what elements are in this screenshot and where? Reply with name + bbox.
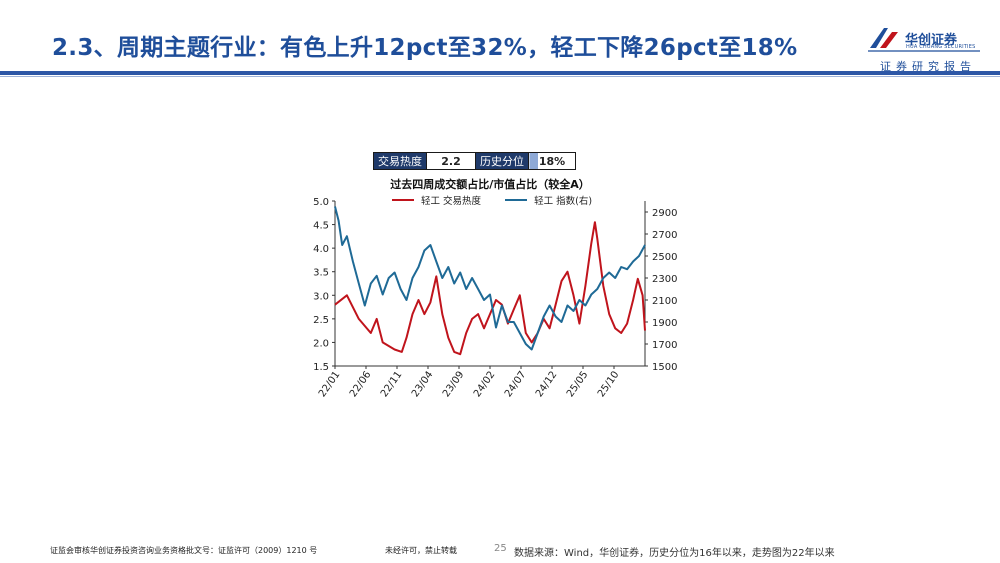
- x-tick-label: 22/01: [317, 369, 343, 399]
- legend-label-index: 轻工 指数(右): [534, 196, 593, 207]
- brand-name-en: HUA CHUANG SECURITIES: [906, 44, 976, 50]
- x-tick-label: 25/05: [565, 369, 591, 399]
- y-right-tick-label: 2900: [652, 208, 677, 219]
- heat-value: 2.2: [426, 152, 476, 170]
- footer-license: 证监会审核华创证券投资咨询业务资格批文号：证监许可（2009）1210 号: [50, 546, 318, 555]
- brand-logo-icon: [868, 28, 980, 52]
- header-divider-thin: [0, 76, 1000, 77]
- percentile-label: 历史分位: [475, 152, 529, 170]
- percentile-value: 18%: [528, 152, 576, 170]
- y-right-tick-label: 1700: [652, 340, 677, 351]
- chart-legend: 轻工 交易热度 轻工 指数(右): [392, 193, 592, 207]
- series-line-heat: [334, 221, 646, 356]
- report-tagline: 证券研究报告: [880, 60, 976, 73]
- y-left-tick-label: 5.0: [313, 197, 329, 208]
- legend-swatch-heat: [392, 199, 414, 201]
- y-right-tick-label: 1500: [652, 362, 677, 373]
- page-number: 25: [494, 543, 507, 554]
- y-right-tick-label: 2300: [652, 274, 677, 285]
- y-left-tick-label: 2.5: [313, 315, 329, 326]
- brand-name: 华创证券: [905, 33, 958, 48]
- x-tick-label: 24/12: [534, 369, 560, 399]
- data-source: 数据来源：Wind，华创证券，历史分位为16年以来，走势图为22年以来: [514, 548, 835, 559]
- x-tick-label: 22/11: [379, 369, 405, 399]
- legend-label-heat: 轻工 交易热度: [421, 196, 482, 207]
- x-tick-label: 22/06: [348, 369, 374, 399]
- header-divider: [0, 71, 1000, 75]
- x-tick-label: 23/09: [441, 369, 467, 399]
- x-tick-label: 24/02: [472, 369, 498, 399]
- x-tick-label: 23/04: [410, 369, 436, 399]
- x-tick-label: 25/10: [596, 369, 622, 399]
- legend-swatch-index: [505, 199, 528, 201]
- y-right-tick-label: 2700: [652, 230, 677, 241]
- x-tick-label: 24/07: [503, 369, 529, 399]
- y-left-tick-label: 1.5: [313, 362, 329, 373]
- y-left-tick-label: 4.5: [313, 221, 329, 232]
- y-left-tick-label: 3.0: [313, 291, 329, 302]
- y-right-tick-label: 2100: [652, 296, 677, 307]
- series-line-index: [334, 206, 646, 351]
- chart-title: 过去四周成交额占比/市值占比（较全A）: [390, 178, 590, 191]
- footer-notice: 未经许可，禁止转载: [385, 546, 457, 555]
- stats-table: 交易热度 2.2 历史分位 18%: [373, 152, 576, 170]
- y-left-tick-label: 4.0: [313, 244, 329, 255]
- y-right-tick-label: 1900: [652, 318, 677, 329]
- page-title: 2.3、周期主题行业：有色上升12pct至32%，轻工下降26pct至18%: [52, 35, 798, 61]
- y-right-tick-label: 2500: [652, 252, 677, 263]
- y-left-tick-label: 3.5: [313, 268, 329, 279]
- y-left-tick-label: 2.0: [313, 338, 329, 349]
